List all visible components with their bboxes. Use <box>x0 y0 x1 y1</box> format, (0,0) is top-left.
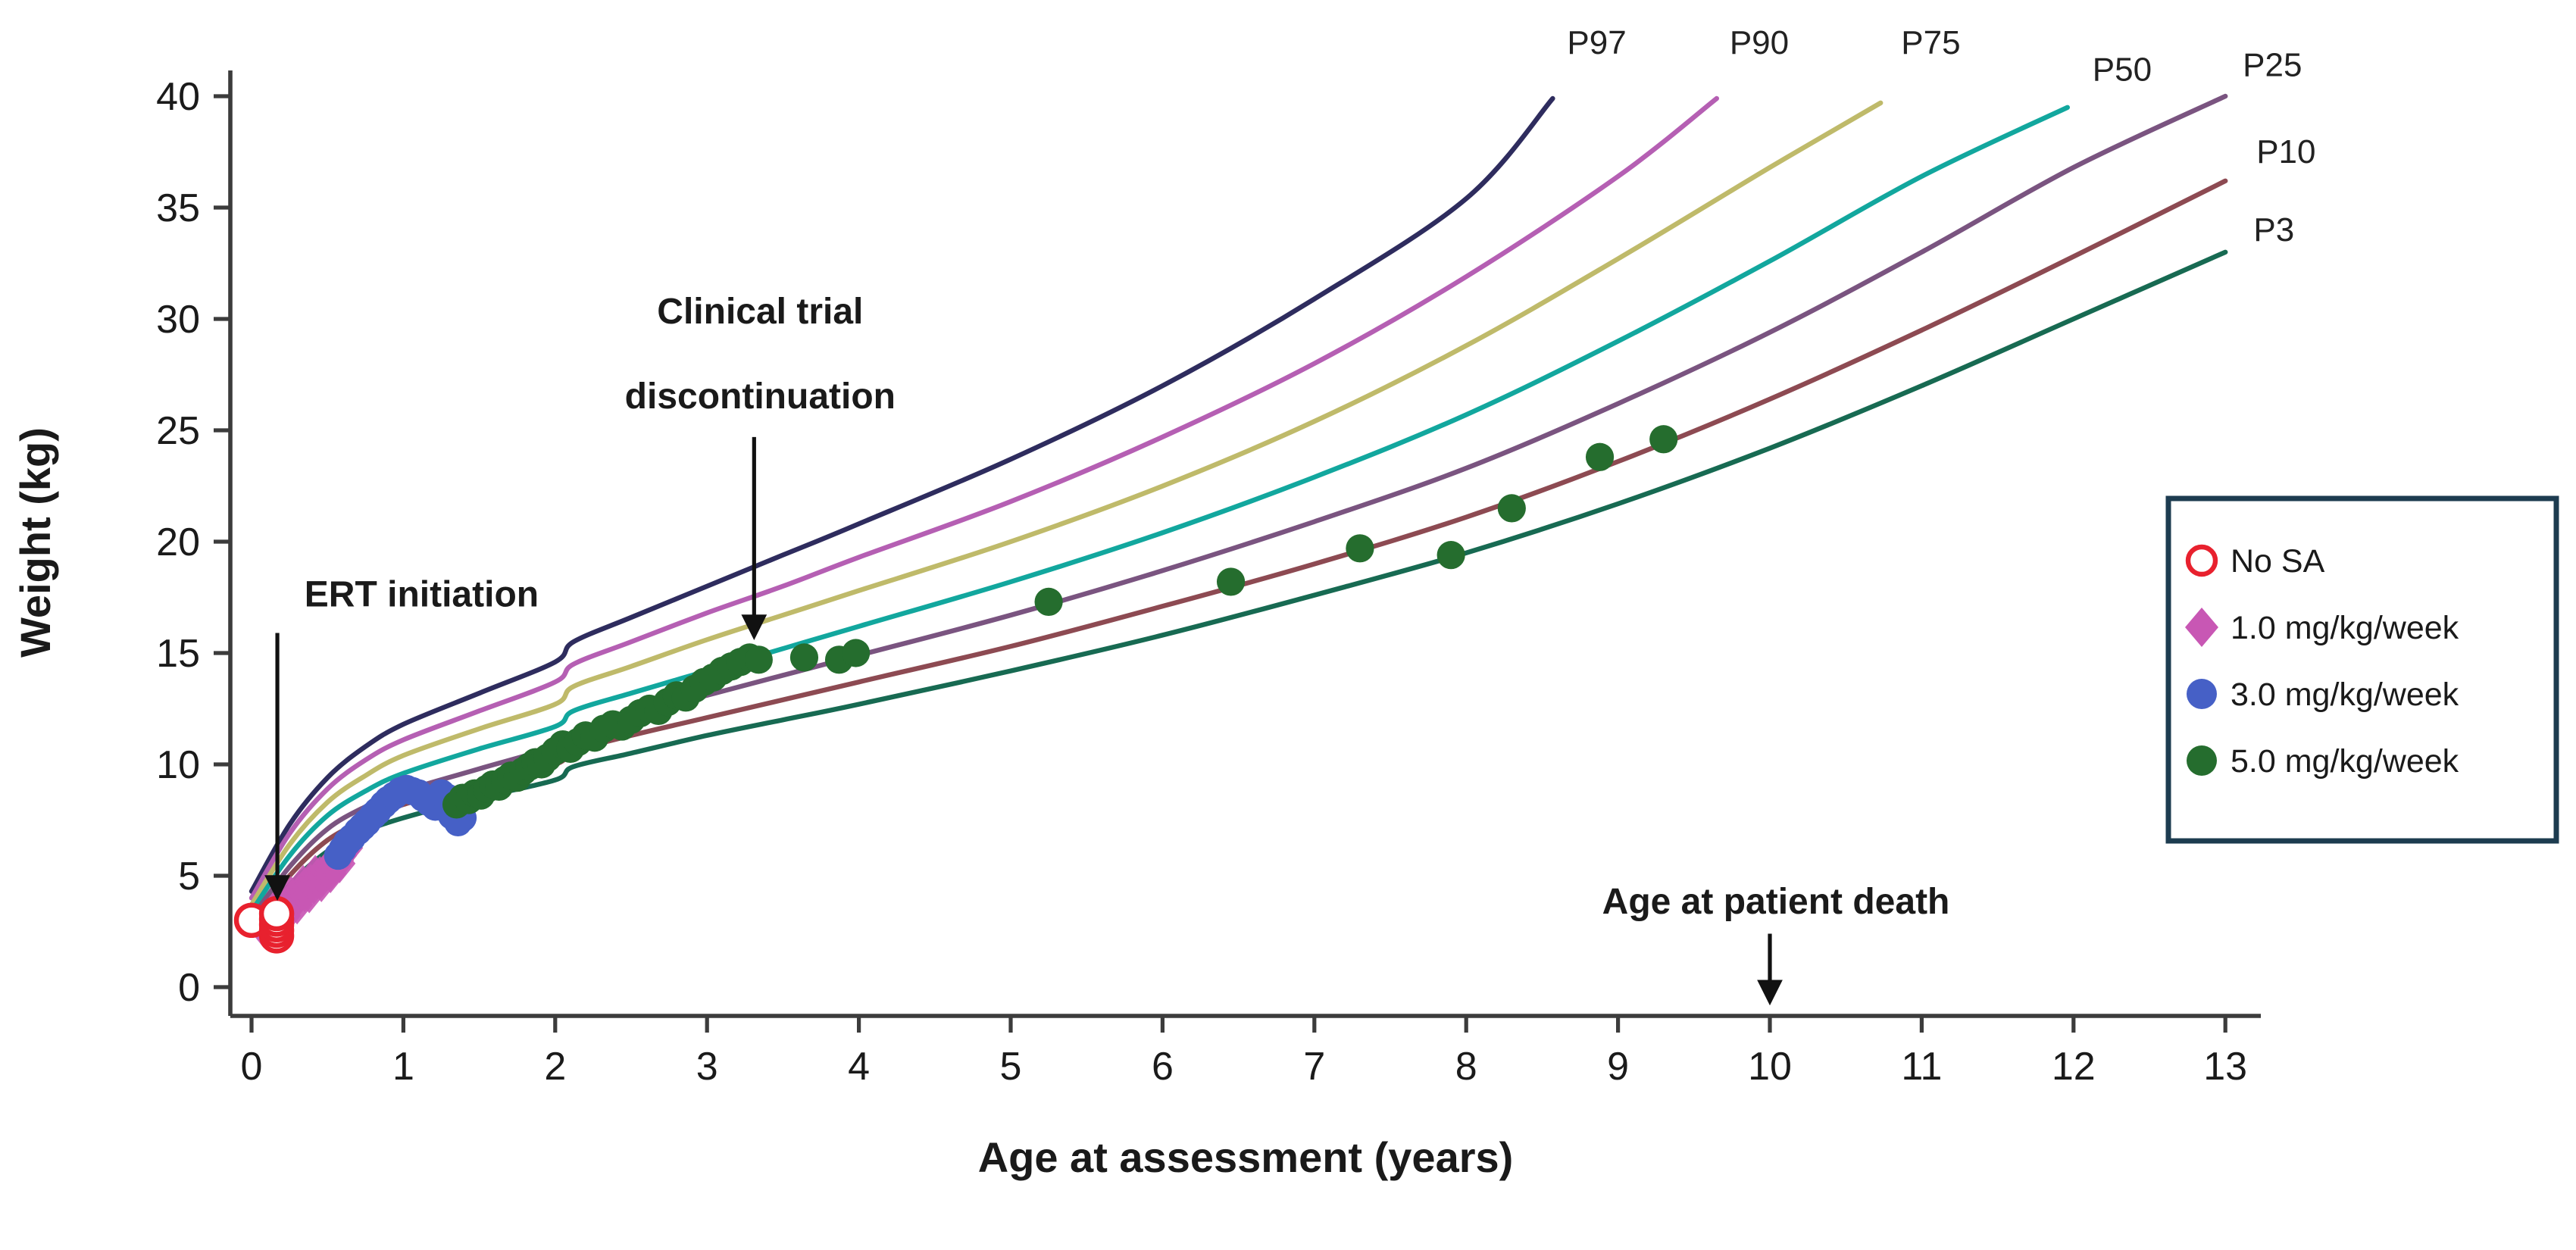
percentile-curves: P97 P90 P75 P50 P25 P10 P3 <box>249 24 2316 934</box>
legend-label: No SA <box>2231 543 2325 580</box>
legend: No SA 1.0 mg/kg/week 3.0 mg/kg/week 5.0 mg/… <box>2165 495 2559 844</box>
annotation-text-age-at-patient-death: Age at patient death <box>1602 882 1950 922</box>
data-point-circle <box>1216 567 1246 596</box>
legend-marker-circle <box>2187 679 2217 709</box>
legend-marker-open-circle <box>2185 544 2218 577</box>
annotations: ERT initiation Clinical trial discontinuat… <box>264 292 1950 1006</box>
x-tick-label: 5 <box>1000 1045 1022 1089</box>
data-point-circle <box>1346 534 1374 563</box>
percentile-label-p3: P3 <box>2253 211 2294 248</box>
percentile-label-p25: P25 <box>2243 47 2302 84</box>
data-point-circle <box>1436 541 1465 570</box>
y-tick-label: 35 <box>156 186 200 230</box>
percentile-label-p75: P75 <box>1901 24 1960 61</box>
legend-label: 1.0 mg/kg/week <box>2231 610 2459 646</box>
percentile-curve-p90 <box>249 95 1719 901</box>
x-tick-label: 8 <box>1455 1045 1477 1089</box>
percentile-curve-p10 <box>249 178 2228 927</box>
x-tick-label: 7 <box>1303 1045 1325 1089</box>
annotation-age-at-patient-death: Age at patient death <box>1602 882 1950 1006</box>
data-point-circle <box>841 639 871 667</box>
percentile-curve-p50 <box>249 105 2070 914</box>
y-tick-label: 40 <box>156 75 200 119</box>
x-tick-label: 11 <box>1901 1045 1942 1089</box>
annotation-line: Age at patient death <box>1602 882 1950 922</box>
x-tick-label: 4 <box>848 1045 870 1089</box>
percentile-label-p97: P97 <box>1567 24 1626 61</box>
y-tick-label: 15 <box>156 632 200 676</box>
percentile-label-p10: P10 <box>2256 133 2315 170</box>
data-point-open-circle <box>258 895 295 932</box>
x-tick-label: 2 <box>544 1045 566 1089</box>
y-tick-label: 25 <box>156 409 200 453</box>
x-tick-label: 1 <box>392 1045 414 1089</box>
annotation-ert-initiation: ERT initiation <box>264 574 539 902</box>
series-5-0-mg-kg-week <box>442 425 1678 819</box>
legend-box <box>2165 495 2559 844</box>
y-axis-title: Weight (kg) <box>11 427 59 658</box>
data-point-circle <box>1034 587 1063 616</box>
legend-marker-circle <box>2187 745 2217 776</box>
y-tick-label: 0 <box>178 966 200 1010</box>
x-tick-label: 9 <box>1607 1045 1629 1089</box>
percentile-curve-p97 <box>249 95 1555 894</box>
x-axis-title: Age at assessment (years) <box>978 1133 1514 1181</box>
x-tick-label: 3 <box>696 1045 718 1089</box>
data-point-circle <box>789 643 819 672</box>
x-tick-label: 0 <box>241 1045 263 1089</box>
data-series <box>233 425 1678 954</box>
annotation-text-trial-discontinuation: Clinical trial discontinuation <box>625 292 896 417</box>
data-point-circle <box>744 645 773 674</box>
data-point-circle <box>1649 425 1678 454</box>
x-tick-label: 6 <box>1152 1045 1174 1089</box>
percentile-label-p90: P90 <box>1730 24 1789 61</box>
annotation-trial-discontinuation: Clinical trial discontinuation <box>625 292 896 641</box>
annotation-text-ert-initiation: ERT initiation <box>305 574 539 614</box>
annotation-line: ERT initiation <box>305 574 539 614</box>
series-3-0-mg-kg-week <box>324 774 477 870</box>
y-tick-label: 5 <box>178 855 200 898</box>
annotation-line: discontinuation <box>625 377 896 417</box>
data-point-circle <box>1585 442 1615 471</box>
x-tick-label: 13 <box>2203 1045 2247 1089</box>
percentile-label-p50: P50 <box>2093 51 2152 88</box>
y-tick-label: 20 <box>156 520 200 564</box>
legend-label: 3.0 mg/kg/week <box>2231 677 2459 713</box>
percentile-curve-p75 <box>249 100 1884 908</box>
x-tick-label: 10 <box>1748 1045 1792 1089</box>
legend-marker-diamond <box>2185 608 2218 647</box>
y-tick-label: 30 <box>156 298 200 342</box>
series-no-sa <box>233 895 295 954</box>
annotation-line: Clinical trial <box>657 292 863 332</box>
data-point-circle <box>1497 494 1526 523</box>
x-tick-label: 12 <box>2052 1045 2096 1089</box>
legend-label: 5.0 mg/kg/week <box>2231 743 2459 780</box>
y-tick-label: 10 <box>156 743 200 787</box>
